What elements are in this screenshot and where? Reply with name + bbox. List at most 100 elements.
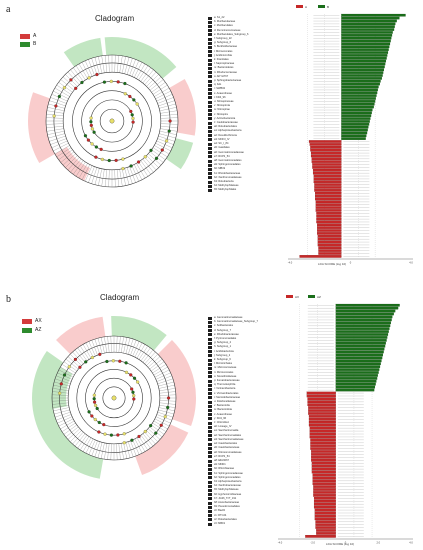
cladogram-node [163,415,167,419]
taxa-key-item: a0: Rokubacteriales [208,125,248,129]
taxa-key-swatch [208,488,212,492]
taxa-key-item: g: Subgroup_2 [208,341,258,345]
lda-bar-group1 [311,458,336,462]
cladogram-branch [46,123,64,125]
taxa-key-swatch [208,346,212,350]
legend-label: B [33,41,37,47]
lda-bar-group1 [309,426,336,430]
taxa-key-item: a5: Caulobacteraceae [208,446,258,450]
cladogram-node [87,410,91,414]
cladogram-root-node [109,118,115,124]
cladogram-branch [81,164,90,180]
cladogram-branch [156,140,173,148]
taxa-key-swatch [208,25,212,28]
cladogram-branch [72,432,84,445]
cladogram-branch [80,345,90,360]
cladogram-node [94,403,98,408]
cladogram-branch [159,394,176,396]
x-tick-label: 4.0 [409,261,413,265]
cladogram-branch [142,69,154,84]
taxa-key-item: a6: Nitrosomonadaceae [208,451,258,455]
lda-bar-group1 [318,246,342,250]
cladogram-ring [102,386,126,410]
cladogram-node [123,81,127,86]
taxa-key-item: x: Anaerolineae [208,413,258,417]
lda-bar-group1 [307,403,336,407]
taxa-key-swatch [208,404,212,408]
cladogram-branch [56,414,72,421]
taxa-key-swatch [208,413,212,417]
lda-bar-chart: AX AZ -4.0 -2.0 0 2.0 4.0 [278,295,413,545]
panel-letter: a [6,4,11,15]
cladogram-branch [78,63,88,79]
taxa-key-item: b: Gemmatimonadaceae_Subgroup_7 [208,320,258,324]
bar-legend-swatch [296,5,303,8]
taxa-key-label: a8: Gemmatimonadales [214,158,242,162]
lda-bar-group1 [315,206,342,209]
taxa-key-item: y: KD4_96 [208,417,258,421]
cladogram-node [92,393,96,397]
taxa-key-swatch [208,117,212,121]
taxa-key-label: a2: Saccharimonadales [214,433,242,437]
lda-bar-group1 [315,191,342,195]
taxa-key-item: v: Nitrospirota [208,104,248,108]
cladogram-branch [54,409,70,415]
taxa-key-label: a: Gemmatimonadaceae [214,316,243,319]
lda-bar-group2 [341,56,387,60]
taxa-key-label: u: Dokdonellaceae [214,400,236,404]
cladogram-node [100,157,105,162]
cladogram-branch [149,79,164,91]
cladogram-branch [158,409,174,415]
x-tick-label: -2.0 [311,541,316,545]
cladogram-node [90,142,94,146]
cladogram-branch [149,358,163,370]
taxa-key-label: b8: Acetobacteraceae [214,500,240,504]
taxa-key-swatch [208,383,212,387]
taxa-key-swatch [208,180,212,184]
cladogram-node [137,160,141,164]
cladogram-node [130,438,134,442]
taxa-key-swatch [208,188,212,192]
cladogram-branch [81,62,90,78]
legend-item-group2: B [20,41,36,47]
cladogram-branch [46,128,64,132]
lda-bar-group2 [341,94,377,97]
taxa-key-swatch [208,67,212,71]
taxa-key-label: k: Frankiales [214,58,229,62]
lda-bar-group2 [335,306,399,310]
cladogram-branch [58,149,73,160]
lda-bar-group2 [341,74,383,77]
cladogram-node [62,86,67,90]
lda-bar-group1 [317,234,342,238]
cladogram-branch [121,443,124,460]
cladogram-node [116,433,120,437]
taxa-key-item: a4: Caulobacterales [208,442,258,446]
taxa-key-label: b7: JG36_TzT_191 [214,496,237,500]
cladogram-node [131,120,135,124]
taxa-key-label: a4: Caulobacterales [214,442,238,446]
taxa-key-swatch [208,400,212,404]
taxa-key-swatch [208,463,212,467]
lda-bar-group1 [311,461,336,465]
taxa-key-item: f: Pyrinomonadales [208,337,258,341]
taxa-key-swatch [208,167,212,171]
cladogram-branch [128,338,134,355]
cladogram-branch [159,107,177,111]
taxa-key-label: z: Caulobacteraceae [214,121,238,125]
cladogram-node [97,430,101,434]
cladogram-node [109,79,113,84]
taxa-key-item: z: Caulobacteraceae [208,121,248,125]
lda-bar-group2 [341,85,379,89]
cladogram-branch [126,167,133,184]
clade-sector [169,79,196,136]
clade-sector [111,316,167,351]
taxa-key-swatch [208,438,212,442]
lda-bar-group2 [335,318,392,322]
lda-bar-group2 [341,88,378,92]
taxa-key-swatch [208,320,212,324]
taxa-key-swatch [208,392,212,396]
cladogram-branch [157,412,174,418]
cladogram-node [132,98,136,102]
lda-bar-group2 [341,114,372,117]
lda-bar-group1 [316,214,342,218]
